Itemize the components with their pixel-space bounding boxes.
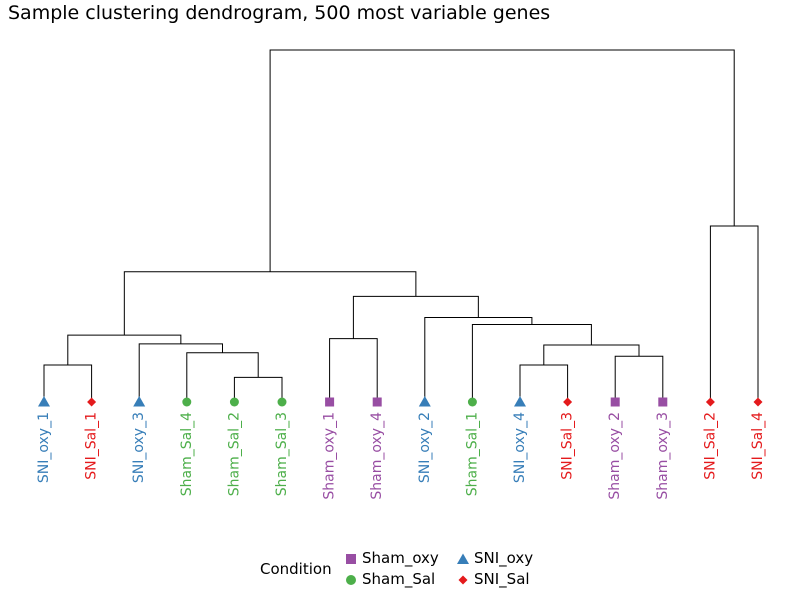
legend-title: Condition [260,560,332,578]
branch-link [269,49,735,272]
leaf-marker [229,397,239,407]
leaf-marker [87,397,97,407]
leaf-marker [753,397,763,407]
leaf-label: Sham_oxy_4 [369,412,385,500]
leaf-marker [563,397,573,407]
branch-link [233,376,283,402]
leaf-marker [372,397,382,407]
leaf-label: Sham_oxy_3 [655,412,671,500]
leaf-label: Sham_oxy_2 [607,412,623,500]
leaf-markers [38,396,763,407]
leaf-label: Sham_oxy_1 [322,412,338,500]
branch-link [543,344,640,366]
branch-link [123,271,417,336]
dendrogram-plot: SNI_oxy_1 SNI_Sal_1 SNI_oxy_3 Sham_Sal_4 Sha… [36,49,766,500]
leaf-marker [133,396,146,407]
leaf-marker [705,397,715,407]
legend: Condition Sham_oxy Sham_Sal SNI_oxy SNI_… [258,547,558,593]
leaf-label: SNI_oxy_2 [417,412,433,483]
diamond-marker-icon [458,575,468,585]
leaf-label: SNI_Sal_2 [702,412,718,480]
legend-label: Sham_oxy [362,549,439,567]
branch-link [519,364,569,402]
leaf-marker [182,397,192,407]
leaf-label: SNI_Sal_4 [750,412,766,480]
branch-link [43,364,93,402]
legend-label: SNI_Sal [474,570,530,588]
legend-label: SNI_oxy [474,549,534,567]
leaf-label: SNI_Sal_1 [84,412,100,480]
dendrogram-branches [43,49,759,402]
leaf-marker [418,396,431,407]
leaf-label: Sham_Sal_3 [274,412,290,496]
leaf-label: Sham_Sal_4 [179,412,195,496]
leaf-label: SNI_oxy_3 [131,412,147,483]
triangle-marker-icon [457,553,469,564]
leaf-label: Sham_Sal_2 [226,412,242,496]
leaf-label: Sham_Sal_1 [464,412,480,496]
branch-link [709,225,759,402]
leaf-marker [38,396,50,407]
leaf-label: SNI_Sal_3 [560,412,576,480]
leaf-marker [325,397,335,407]
branch-link [424,317,533,402]
leaf-marker [467,397,477,407]
branch-link [471,324,592,402]
leaf-marker [658,397,668,407]
branch-link [329,338,378,402]
leaf-label: SNI_oxy_1 [36,412,52,483]
leaf-labels: SNI_oxy_1 SNI_Sal_1 SNI_oxy_3 Sham_Sal_4 Sha… [36,412,766,500]
legend-label: Sham_Sal [362,570,436,588]
leaf-label: SNI_oxy_4 [512,412,528,483]
leaf-marker [610,397,620,407]
circle-marker-icon [346,575,356,585]
leaf-marker [277,397,287,407]
branch-link [614,355,664,402]
leaf-marker [514,396,526,407]
branch-link [67,334,182,366]
chart-title: Sample clustering dendrogram, 500 most v… [8,2,551,24]
square-marker-icon [346,554,356,564]
